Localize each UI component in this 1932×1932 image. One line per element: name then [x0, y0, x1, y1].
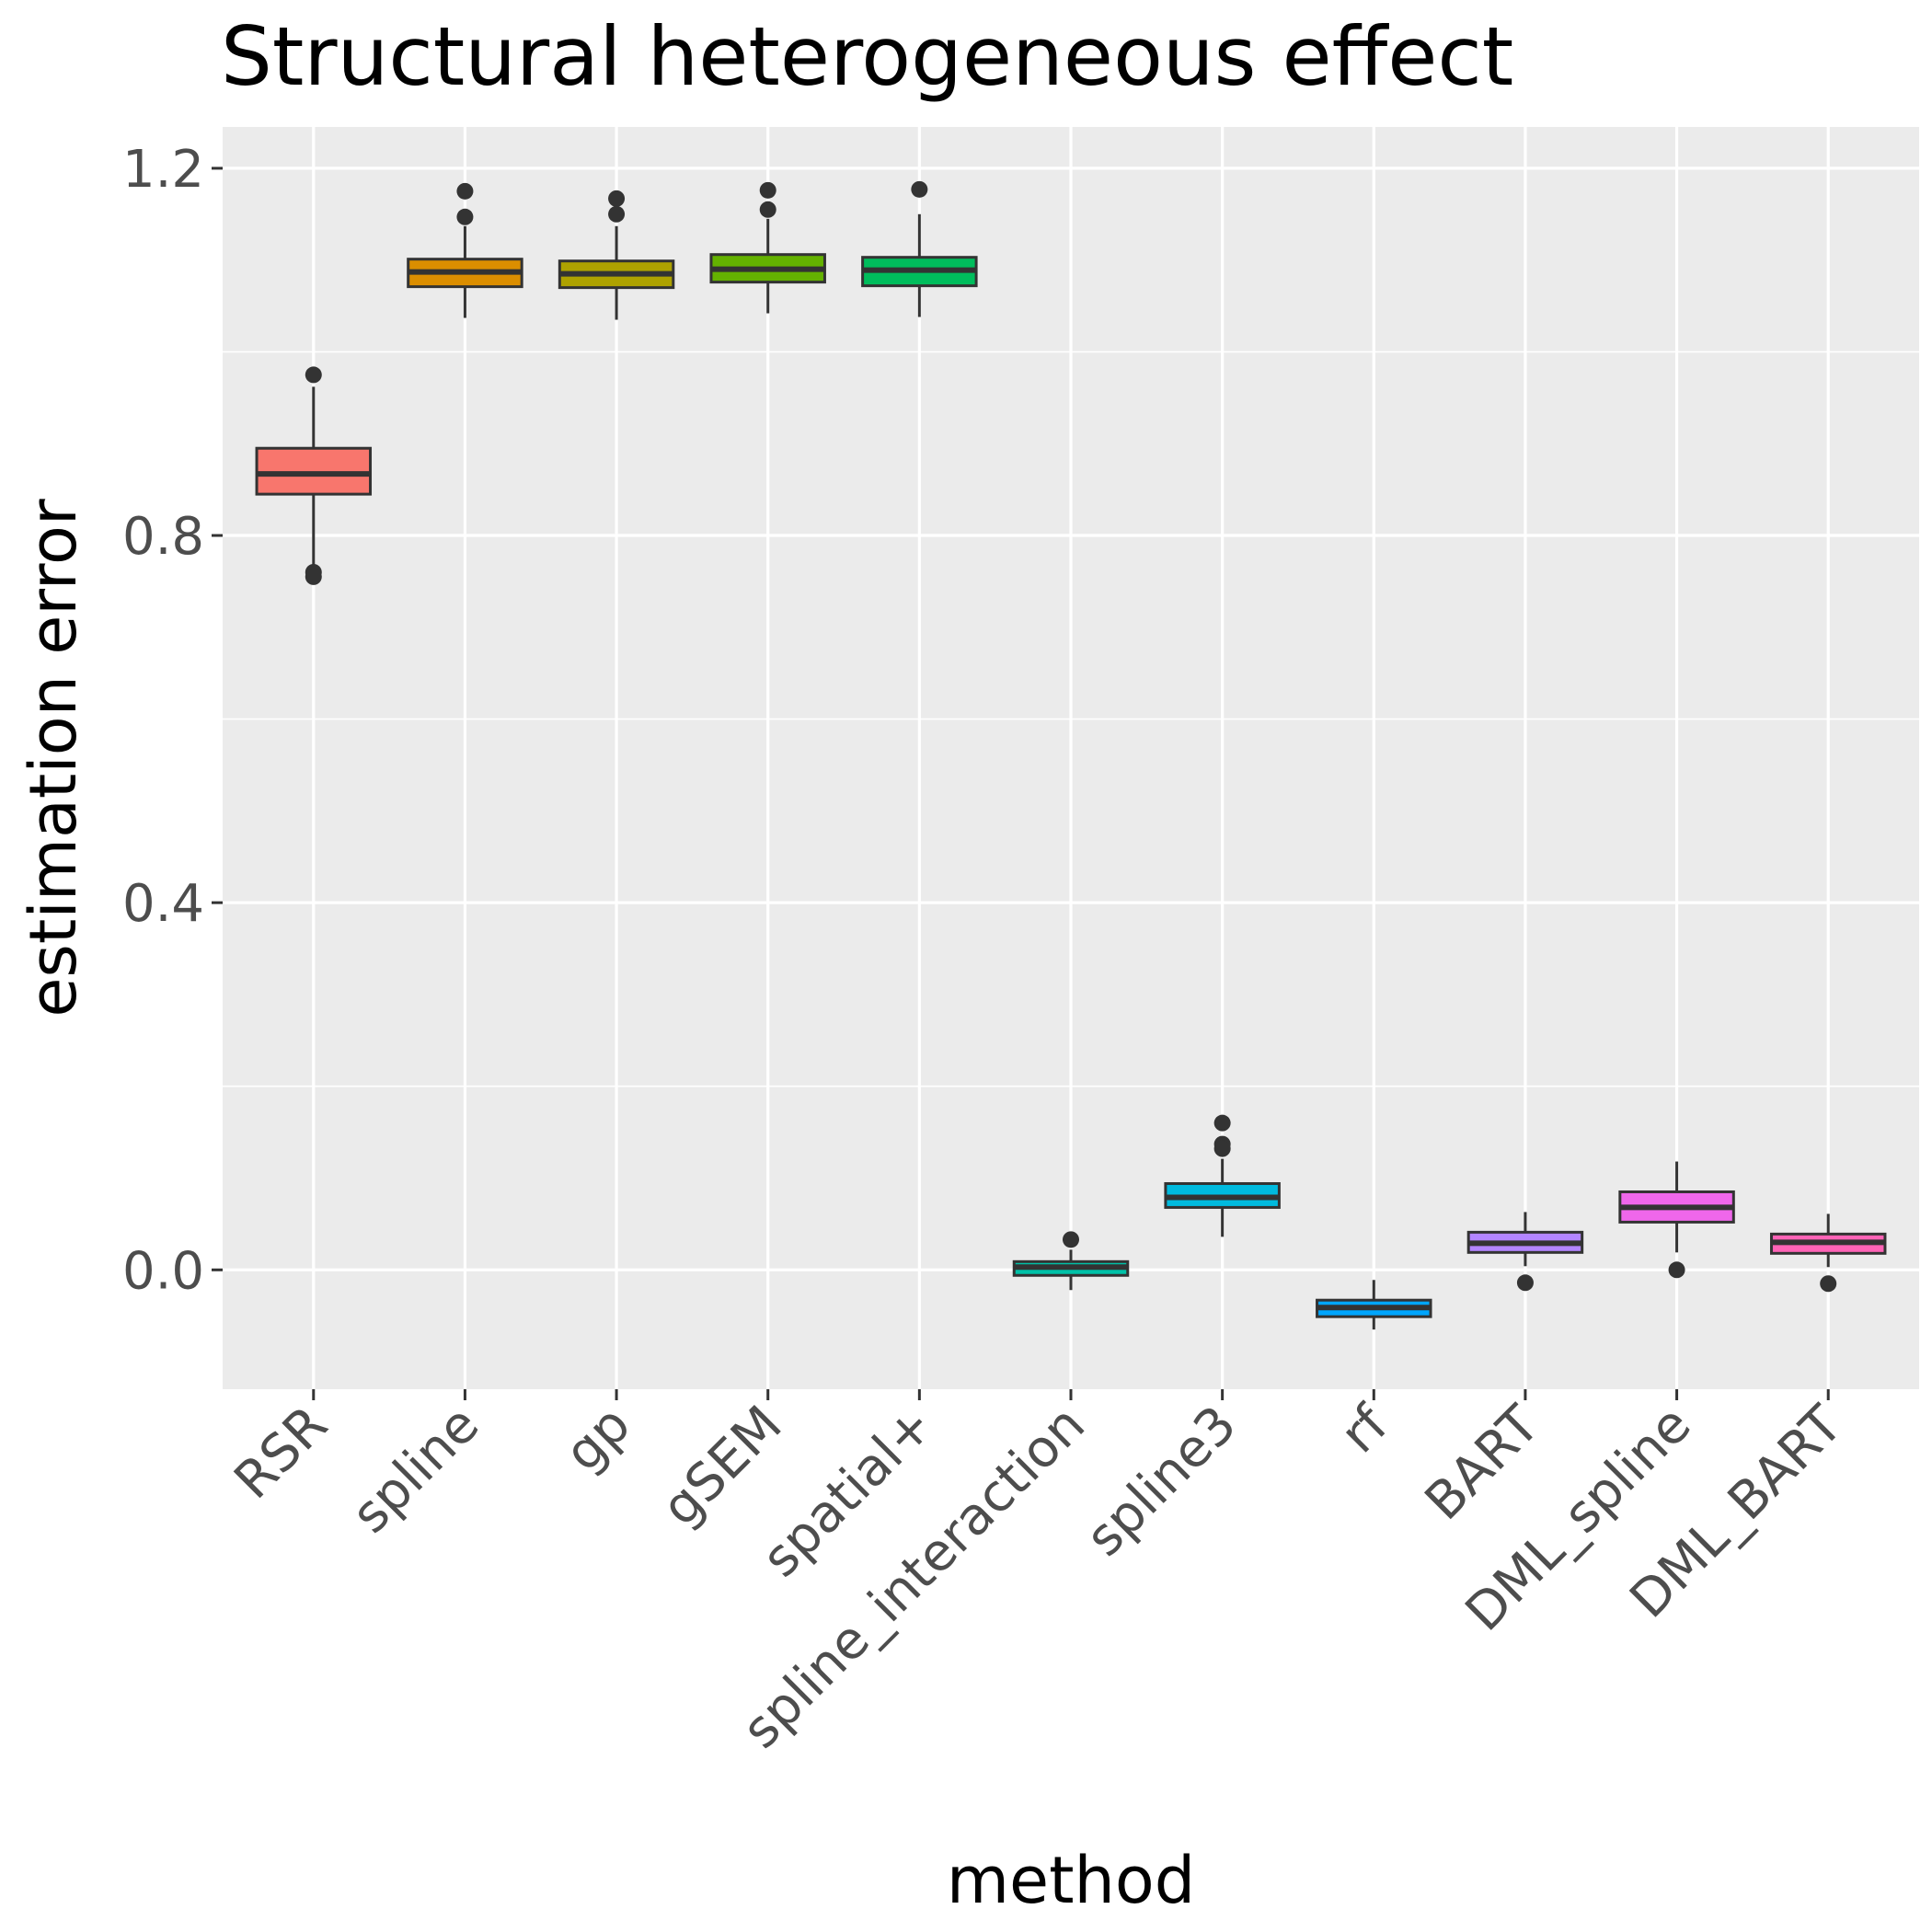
outlier-point: [456, 182, 474, 200]
outlier-point: [1063, 1231, 1079, 1248]
box-spline3: [1164, 1114, 1281, 1237]
box-rf: [1316, 1280, 1432, 1330]
x-tick-label: gp: [554, 1395, 642, 1483]
box-spline: [407, 182, 523, 318]
outlier-point: [1668, 1261, 1685, 1279]
y-axis-title: estimation error: [16, 499, 91, 1018]
outlier-point: [1516, 1274, 1534, 1292]
x-axis: RSR spline gp gSEMspatial+spline_interactio…: [224, 1389, 1855, 1760]
x-tick-label: BART: [1414, 1394, 1552, 1532]
outlier-point: [759, 201, 776, 218]
box-gsem: [709, 181, 826, 314]
x-tick-label: spline: [340, 1395, 490, 1545]
y-axis: 0.0 0.4 0.8 1.2: [122, 140, 223, 1301]
y-tick-label: 0.0: [122, 1241, 204, 1301]
outlier-point: [1820, 1275, 1837, 1293]
box-series: [255, 180, 1887, 1330]
outlier-point: [1213, 1114, 1231, 1132]
outlier-point: [608, 190, 626, 207]
x-tick-label: spline3: [1075, 1395, 1248, 1568]
chart-title: Structural heterogeneous effect: [221, 9, 1513, 104]
box-gp: [558, 190, 675, 320]
x-tick-label: rf: [1329, 1394, 1400, 1465]
box-spline-interaction: [1012, 1231, 1130, 1291]
y-tick-label: 1.2: [122, 140, 204, 200]
outlier-point: [608, 205, 626, 223]
box-rsr: [255, 366, 373, 585]
outlier-point: [456, 208, 474, 225]
x-tick-label: RSR: [224, 1395, 339, 1511]
x-tick-label: gSEM: [650, 1395, 793, 1537]
box-spatial-: [861, 180, 978, 317]
outlier-point: [759, 181, 776, 199]
box-dml-spline: [1618, 1161, 1735, 1279]
outlier-point: [305, 568, 322, 585]
outlier-point: [305, 366, 322, 384]
grid-lines: [223, 127, 1919, 1389]
box-bart: [1466, 1212, 1584, 1292]
outlier-point: [911, 180, 928, 198]
y-tick-label: 0.8: [122, 507, 204, 567]
outlier-point: [1213, 1140, 1231, 1157]
y-tick-label: 0.4: [122, 874, 204, 934]
box-dml-bart: [1769, 1213, 1887, 1293]
x-axis-title: method: [947, 1843, 1195, 1918]
